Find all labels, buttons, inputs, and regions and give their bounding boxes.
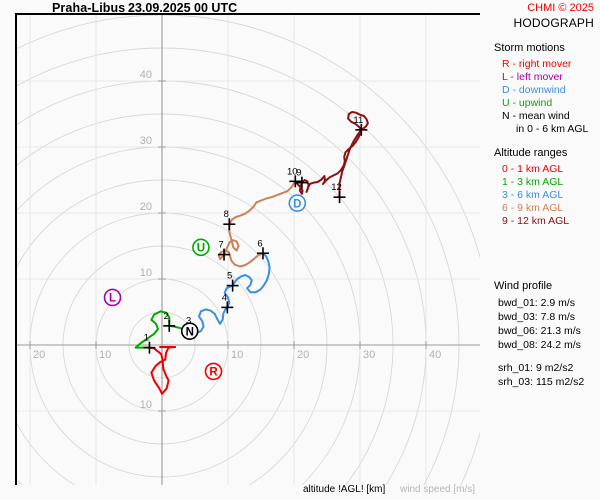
panel-title: HODOGRAPH [513,16,594,30]
plot-frame [15,13,480,485]
storm-motion-letter: R [209,367,218,379]
storm-motions-heading: Storm motions [494,42,565,54]
x-tick-label: 30 [363,349,375,361]
storm-motion-circle [103,288,122,307]
legend-spacer-1 [488,136,600,147]
y-tick-label: 10 [140,267,152,279]
station-name: Praha-Libus [52,1,126,15]
y-tick-label: 10 [140,399,152,411]
hodograph-trace [217,180,297,268]
hodograph-trace [134,310,193,349]
storm-motion-left-mover: L - left mover [502,71,563,83]
storm-motion-letter: L [109,293,116,305]
speed-ring [17,15,480,485]
storm-motions-note: in 0 - 6 km AGL [516,123,589,135]
speed-ring [17,179,328,485]
storm-motion-marker-n[interactable]: N [180,322,199,340]
storm-motion-marker-u[interactable]: U [192,238,210,257]
hodograph-trace [148,346,177,395]
altitude-marker-label: 5 [227,271,232,282]
x-tick-label: 20 [297,349,309,361]
wind-profile-srh-01: srh_01: 9 m2/s2 [498,362,574,374]
altitude-range-3-6: 3 - 6 km AGL [502,189,564,201]
storm-motion-circle [288,194,307,212]
storm-motion-mean-wind: N - mean wind [502,110,570,122]
legend-spacer-3 [488,353,600,362]
observation-datetime: 23.09.2025 00 UTC [128,1,238,15]
legend-spacer-2 [488,228,600,280]
footer-windspeed-label: wind speed [m/s] [400,484,476,495]
storm-motion-marker-l[interactable]: L [103,288,122,307]
altitude-marker-label: 9 [296,168,301,179]
storm-motion-circle [180,322,199,340]
altitude-marker-label: 7 [218,240,223,251]
altitude-range-1-3: 1 - 3 km AGL [502,176,564,188]
altitude-range-0-1: 0 - 1 km AGL [502,163,564,175]
altitude-marker-label: 11 [353,115,363,126]
storm-motion-letter: U [197,243,205,255]
altitude-marker-label: 3 [186,315,191,326]
wind-profile-srh-03: srh_03: 115 m2/s2 [498,376,585,388]
storm-motion-marker-d[interactable]: D [288,194,307,212]
storm-motion-layer: R L D U N [103,194,307,381]
y-tick-label: 40 [140,69,152,81]
legend-panel: HODOGRAPH Storm motions R - right mover … [488,16,600,390]
altitude-marker-label: 8 [224,209,229,220]
footer-altitude-label: altitude !AGL! [km] [303,484,386,495]
data-layer [134,111,369,395]
altitude-marker-label: 10 [287,166,298,177]
copyright-notice: CHMI © 2025 [527,2,594,14]
x-tick-label: 10 [231,349,243,361]
hodograph-trace [294,111,369,199]
x-tick-label: 40 [429,349,441,361]
hodograph-trace [190,252,271,335]
wind-profile-bwd-08: bwd_08: 24.2 m/s [498,339,581,351]
storm-motion-upwind: U - upwind [502,97,553,109]
storm-motion-right-mover: R - right mover [502,58,572,70]
x-tick-label: 10 [99,349,111,361]
storm-motion-circle [192,238,210,257]
y-tick-label: 20 [140,201,152,213]
speed-ring [17,146,361,485]
storm-motion-letter: D [293,198,301,210]
altitude-marker-label: 12 [331,182,342,193]
speed-ring [17,80,427,485]
altitude-range-6-9: 6 - 9 km AGL [502,202,564,214]
wind-profile-bwd-01: bwd_01: 2.9 m/s [498,297,576,309]
altitude-marker-label: 2 [164,311,169,322]
storm-motion-letter: N [186,326,194,338]
altitude-marker-label: 6 [257,238,262,249]
altitude-marker-label: 4 [222,292,227,303]
wind-profile-heading: Wind profile [494,280,553,292]
altitude-range-9-12: 9 - 12 km AGL [502,215,570,227]
y-tick-label: 30 [140,135,152,147]
storm-motion-marker-r[interactable]: R [204,362,223,381]
wind-profile-bwd-06: bwd_06: 21.3 m/s [498,325,581,337]
x-tick-label: 20 [33,349,45,361]
grid-layer: 20 10 10 20 30 40 10 10 20 30 40 [17,15,480,485]
wind-profile-bwd-03: bwd_03: 7.8 m/s [498,311,576,323]
altitude-marker-label: 1 [144,333,149,344]
altitude-ranges-heading: Altitude ranges [494,147,568,159]
storm-motion-circle [204,362,223,381]
storm-motion-downwind: D - downwind [502,84,566,96]
